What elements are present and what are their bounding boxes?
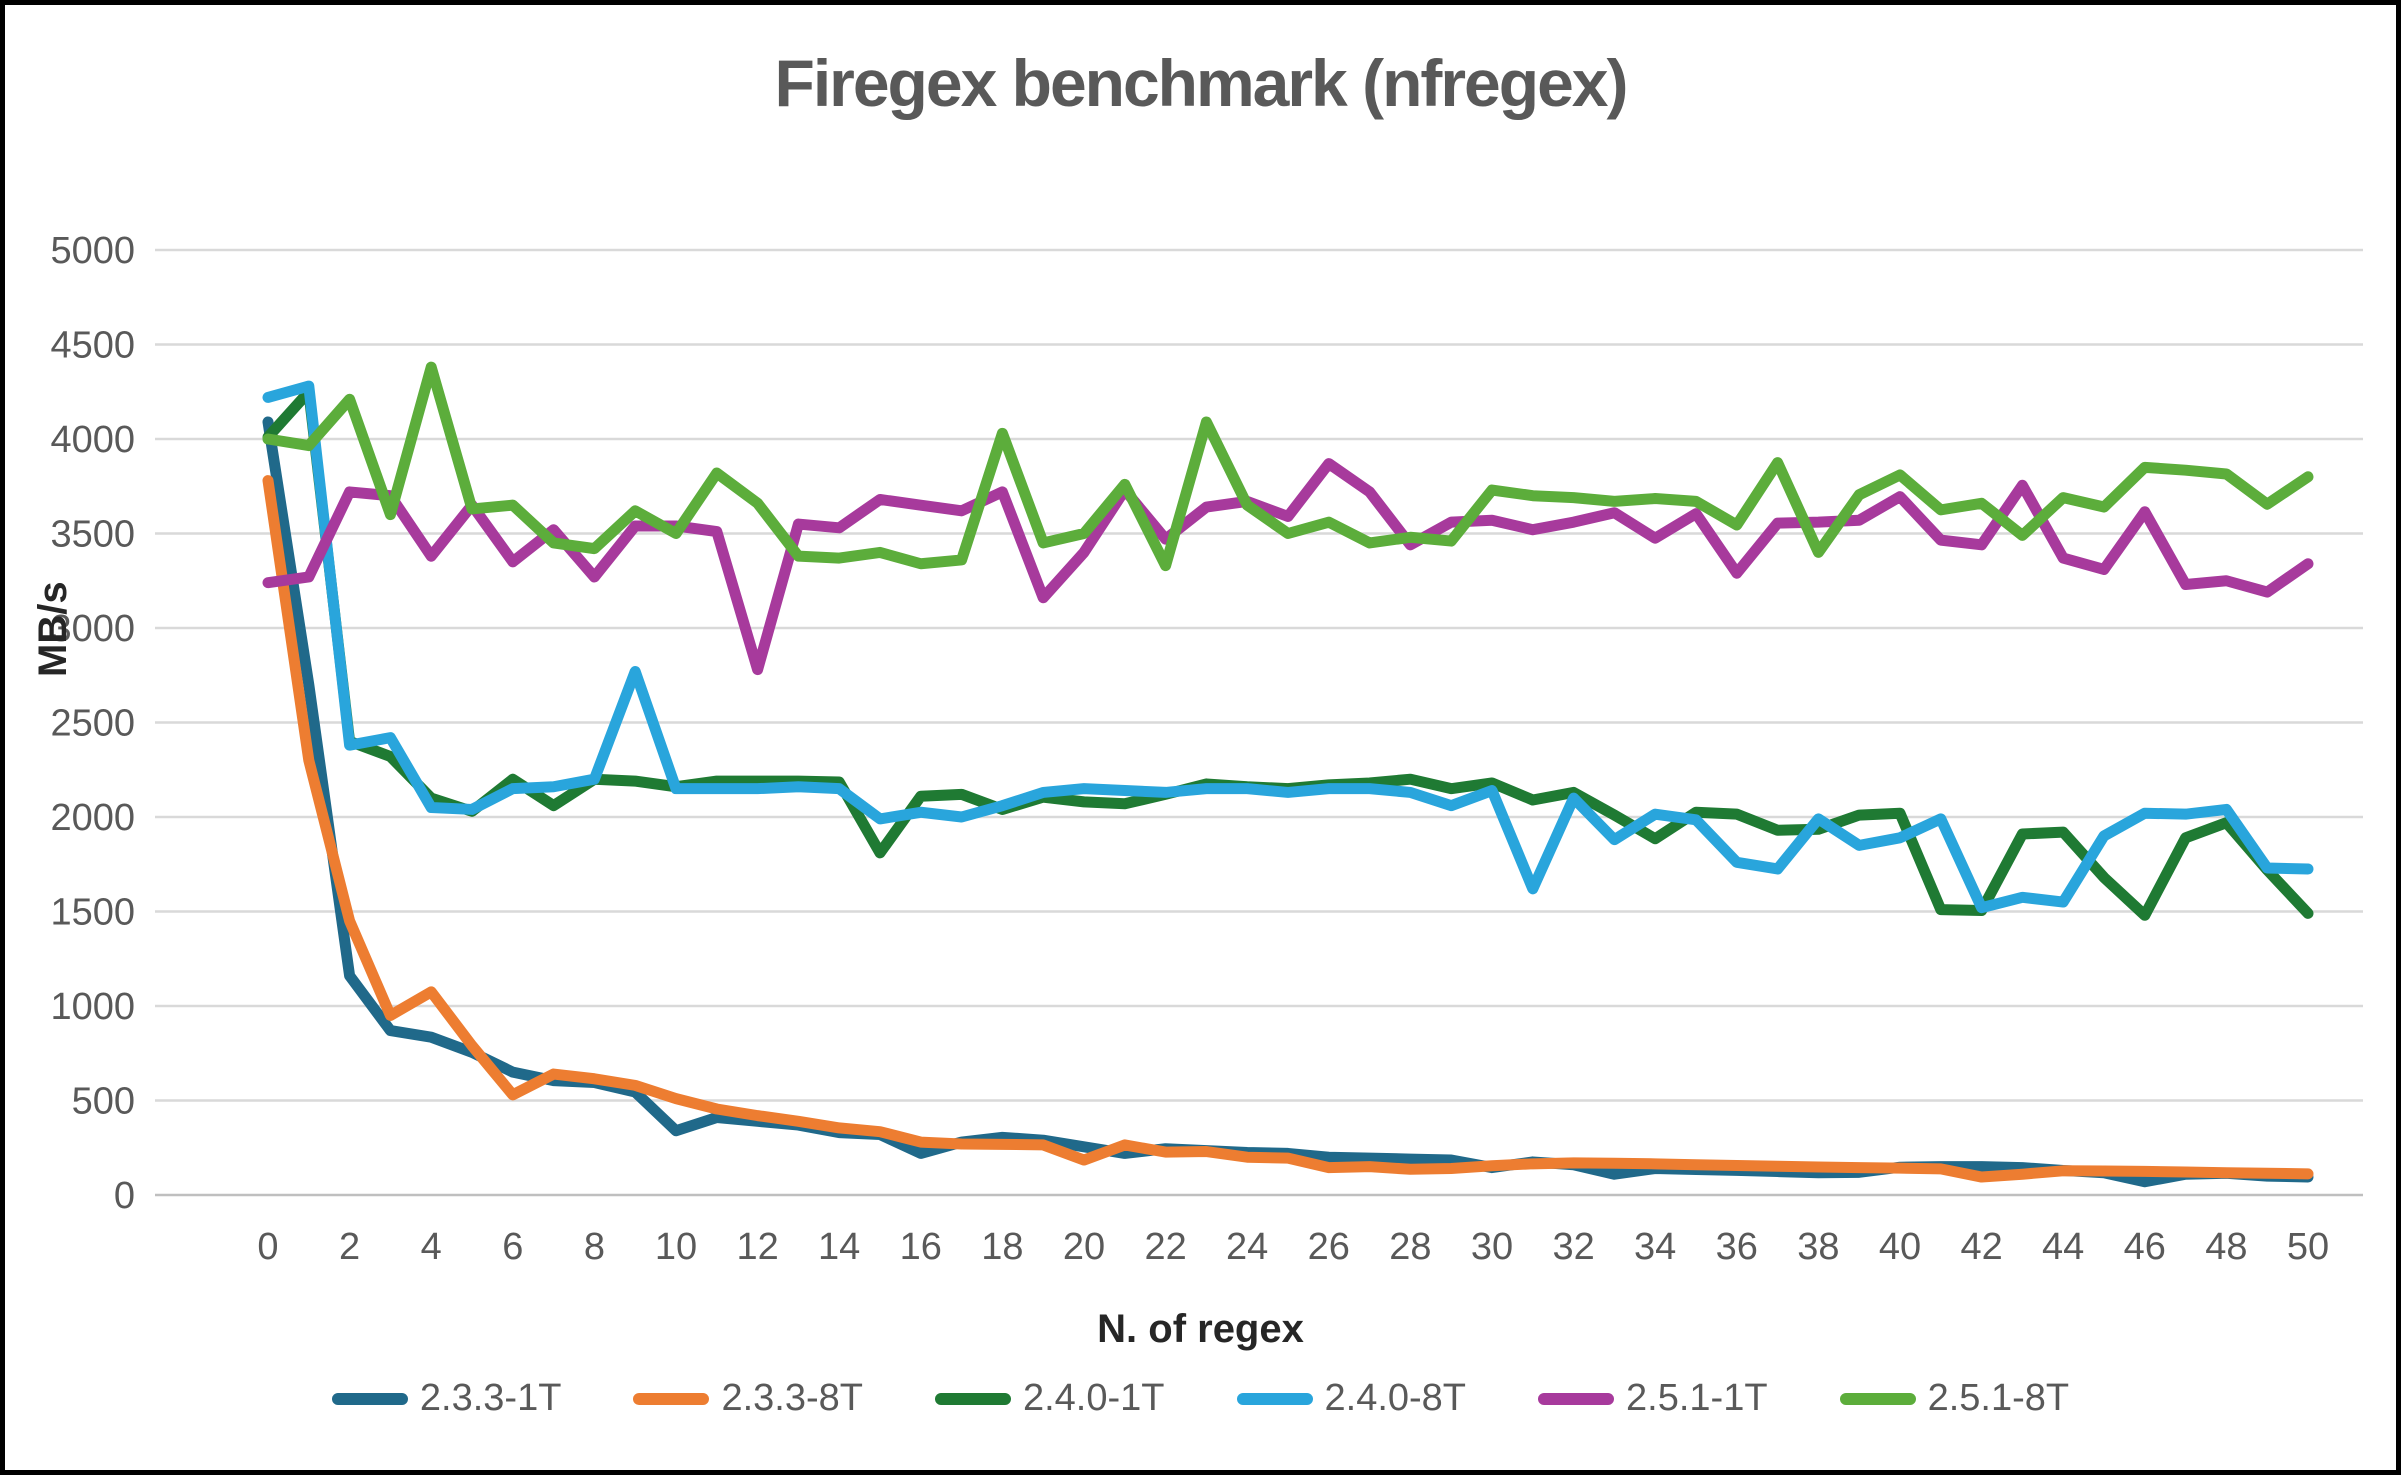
x-axis-title: N. of regex: [1097, 1307, 1304, 1351]
x-tick-label: 26: [1308, 1226, 1350, 1268]
legend-swatch-icon: [934, 1392, 1011, 1405]
y-tick-label: 500: [72, 1081, 135, 1123]
y-tick-label: 1500: [50, 892, 135, 934]
x-tick-label: 24: [1226, 1226, 1268, 1268]
legend-swatch-icon: [331, 1392, 408, 1405]
y-tick-label: 4500: [50, 325, 135, 367]
x-tick-label: 46: [2124, 1226, 2166, 1268]
legend-swatch-icon: [1538, 1392, 1615, 1405]
legend-swatch-icon: [1839, 1392, 1916, 1405]
x-tick-label: 44: [2042, 1226, 2084, 1268]
x-tick-label: 0: [257, 1226, 278, 1268]
x-tick-label: 16: [900, 1226, 942, 1268]
x-tick-label: 8: [584, 1226, 605, 1268]
x-tick-label: 12: [736, 1226, 778, 1268]
legend-swatch-icon: [1236, 1392, 1313, 1405]
series-line-2.3.3-8T: [262, 475, 2314, 1183]
x-tick-label: 2: [339, 1226, 360, 1268]
legend-label: 2.5.1-8T: [1927, 1377, 2070, 1419]
x-tick-label: 18: [981, 1226, 1023, 1268]
x-tick-label: 38: [1797, 1226, 1839, 1268]
series-line-2.5.1-8T: [262, 361, 2314, 572]
x-tick-label: 28: [1389, 1226, 1431, 1268]
legend-item-2.5.1-1T: 2.5.1-1T: [1538, 1377, 1768, 1420]
x-tick-label: 22: [1144, 1226, 1186, 1268]
legend-label: 2.4.0-8T: [1324, 1377, 1467, 1419]
legend-item-2.4.0-1T: 2.4.0-1T: [934, 1377, 1165, 1420]
x-tick-label: 4: [421, 1226, 442, 1268]
x-tick-label: 40: [1879, 1226, 1921, 1268]
x-tick-label: 14: [818, 1226, 860, 1268]
chart-title: Firegex benchmark (nfregex): [774, 46, 1629, 120]
y-tick-label: 2500: [50, 703, 135, 745]
x-tick-label: 34: [1634, 1226, 1676, 1268]
y-axis-title: MB/s: [31, 581, 75, 677]
y-tick-label: 0: [114, 1175, 135, 1217]
series-line-2.4.0-8T: [262, 380, 2314, 914]
x-tick-label: 42: [1960, 1226, 2002, 1268]
x-tick-label: 50: [2287, 1226, 2329, 1268]
y-tick-label: 4000: [50, 419, 135, 461]
x-tick-label: 32: [1552, 1226, 1594, 1268]
y-tick-label: 2000: [50, 797, 135, 839]
legend-item-2.3.3-1T: 2.3.3-1T: [331, 1377, 562, 1420]
legend-item-2.5.1-8T: 2.5.1-8T: [1839, 1377, 2070, 1420]
y-tick-label: 3000: [50, 608, 135, 650]
legend-label: 2.5.1-1T: [1626, 1377, 1768, 1419]
series-line-2.5.1-1T: [262, 458, 2314, 676]
legend-label: 2.4.0-1T: [1022, 1377, 1165, 1419]
legend-item-2.3.3-8T: 2.3.3-8T: [633, 1377, 863, 1420]
line-chart-plot: 0500100015002000250030003500400045005000…: [50, 230, 2363, 1268]
legend-item-2.4.0-8T: 2.4.0-8T: [1236, 1377, 1467, 1420]
legend-label: 2.3.3-1T: [419, 1377, 562, 1419]
legend-swatch-icon: [633, 1392, 710, 1405]
x-tick-label: 36: [1716, 1226, 1758, 1268]
x-tick-label: 6: [502, 1226, 523, 1268]
y-tick-label: 3500: [50, 514, 135, 556]
legend-label: 2.3.3-8T: [721, 1377, 863, 1419]
x-tick-label: 30: [1471, 1226, 1513, 1268]
series-line-2.4.0-1T: [262, 386, 2314, 921]
legend: 2.3.3-1T 2.3.3-8T 2.4.0-1T 2.4.0-8T 2.5.1-1T…: [5, 1377, 2396, 1420]
x-tick-label: 20: [1063, 1226, 1105, 1268]
x-tick-label: 48: [2205, 1226, 2247, 1268]
x-tick-label: 10: [655, 1226, 697, 1268]
y-tick-label: 5000: [50, 230, 135, 272]
y-tick-label: 1000: [50, 986, 135, 1028]
